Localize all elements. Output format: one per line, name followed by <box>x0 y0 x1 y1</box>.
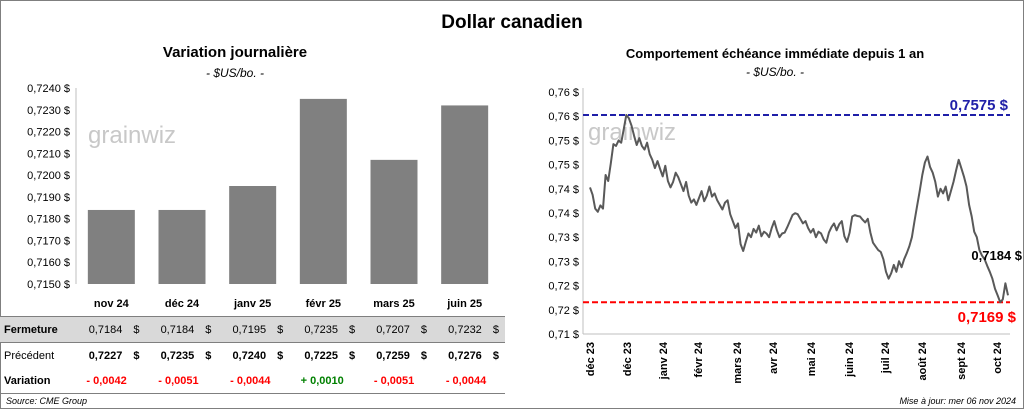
table-cell: 0,7225 $ <box>304 349 356 362</box>
y-tick-label: 0,7170 $ <box>27 235 70 247</box>
table-cell: 0,7235 $ <box>289 316 362 343</box>
x-tick-label: mars 25 <box>373 298 415 310</box>
bar-1 <box>158 209 206 284</box>
row-label: Variation <box>0 368 74 394</box>
source-note: Source: CME Group <box>6 396 88 406</box>
x-tick-label: déc 24 <box>165 298 200 310</box>
x-tick-label: déc 23 <box>622 342 634 376</box>
table-cell: 0,7240 $ <box>232 349 284 362</box>
x-tick-label: janv 25 <box>233 298 271 310</box>
y-tick-label: 0,72 $ <box>548 305 579 317</box>
price-line <box>589 114 1009 304</box>
table-cell: - 0,0044 <box>217 368 290 394</box>
high-label: 0,7575 $ <box>950 97 1009 114</box>
x-tick-label: déc 23 <box>585 342 597 376</box>
right-chart-subtitle: - $US/bo. - <box>745 65 805 79</box>
table-cell: 0,7184 $ <box>73 316 146 343</box>
x-tick-label: sept 24 <box>956 341 968 380</box>
table-cell: 0,7276 $ <box>448 349 499 362</box>
y-tick-label: 0,7220 $ <box>27 127 70 139</box>
table-cell: - 0,0042 <box>73 368 146 394</box>
x-tick-label: juil 24 <box>880 341 892 374</box>
row-label: Fermeture <box>0 316 74 343</box>
y-tick-label: 0,75 $ <box>548 135 579 147</box>
bar-0 <box>87 209 135 284</box>
table-cell: 0,7232 $ <box>433 316 505 343</box>
table-cell: 0,7184 $ <box>145 316 218 343</box>
y-tick-label: 0,72 $ <box>548 281 579 293</box>
row-label: Précédent <box>4 349 55 362</box>
x-tick-label: mai 24 <box>806 341 818 376</box>
table-row: Fermeture 0,7184 $0,7184 $0,7195 $0,7235 … <box>0 316 505 343</box>
x-tick-label: oct 24 <box>992 341 1004 374</box>
bar-chart: grainwiz 0,7150 $ 0,7160 $ 0,7170 $ 0,7180 $… <box>27 83 489 310</box>
table-cell: - 0,0051 <box>145 368 218 394</box>
data-table: Fermeture 0,7184 $0,7184 $0,7195 $0,7235 … <box>0 316 505 394</box>
y-tick-label: 0,7210 $ <box>27 148 70 160</box>
y-tick-label: 0,7240 $ <box>27 83 70 95</box>
x-tick-label: févr 24 <box>693 341 705 377</box>
right-chart-title: Comportement échéance immédiate depuis 1… <box>625 46 925 61</box>
x-tick-label: juin 25 <box>446 298 482 310</box>
left-chart-title: Variation journalière <box>162 44 308 61</box>
x-tick-label: mars 24 <box>732 341 744 383</box>
bar-5 <box>441 105 489 284</box>
y-tick-label: 0,73 $ <box>548 256 579 268</box>
table-cell: 0,7227 $ <box>88 349 140 362</box>
x-tick-label: févr 25 <box>306 298 341 310</box>
table-row: Précédent 0,7227 $ 0,7235 $ 0,7240 $ 0,7225 … <box>0 343 505 369</box>
y-tick-label: 0,7200 $ <box>27 170 70 182</box>
table-cell: - 0,0051 <box>361 368 434 394</box>
watermark-text: grainwiz <box>88 122 176 149</box>
table-cell: 0,7259 $ <box>376 349 428 362</box>
table-row: Variation - 0,0042- 0,0051- 0,0044 + 0,001… <box>0 368 505 394</box>
y-tick-label: 0,76 $ <box>548 111 579 123</box>
x-tick-label: janv 24 <box>658 341 670 380</box>
y-tick-label: 0,71 $ <box>548 329 579 341</box>
y-tick-label: 0,7160 $ <box>27 257 70 269</box>
bar-4 <box>370 159 418 284</box>
y-tick-label: 0,73 $ <box>548 232 579 244</box>
updated-note: Mise à jour: mer 06 nov 2024 <box>899 396 1016 406</box>
y-tick-label: 0,74 $ <box>548 208 579 220</box>
bar-2 <box>229 186 277 284</box>
x-tick-label: nov 24 <box>94 298 130 310</box>
left-chart-subtitle: - $US/bo. - <box>205 66 265 80</box>
x-tick-label: août 24 <box>917 341 929 380</box>
table-cell: - 0,0044 <box>433 368 505 394</box>
y-tick-label: 0,74 $ <box>548 184 579 196</box>
table-cell: 0,7195 $ <box>217 316 290 343</box>
table-cell: 0,7207 $ <box>361 316 434 343</box>
y-tick-label: 0,7230 $ <box>27 105 70 117</box>
y-tick-label: 0,7190 $ <box>27 192 70 204</box>
y-tick-label: 0,7180 $ <box>27 214 70 226</box>
low-label: 0,7169 $ <box>958 309 1017 326</box>
x-tick-label: avr 24 <box>768 341 780 374</box>
y-tick-label: 0,76 $ <box>548 87 579 99</box>
bar-3 <box>299 98 347 284</box>
table-cell: + 0,0010 <box>289 368 362 394</box>
y-tick-label: 0,7150 $ <box>27 279 70 291</box>
x-tick-label: juin 24 <box>844 341 856 378</box>
table-cell: 0,7235 $ <box>160 349 212 362</box>
y-tick-label: 0,75 $ <box>548 160 579 172</box>
watermark-text: grainwiz <box>588 119 676 146</box>
main-title: Dollar canadien <box>441 12 583 33</box>
last-label: 0,7184 $ <box>971 248 1022 263</box>
